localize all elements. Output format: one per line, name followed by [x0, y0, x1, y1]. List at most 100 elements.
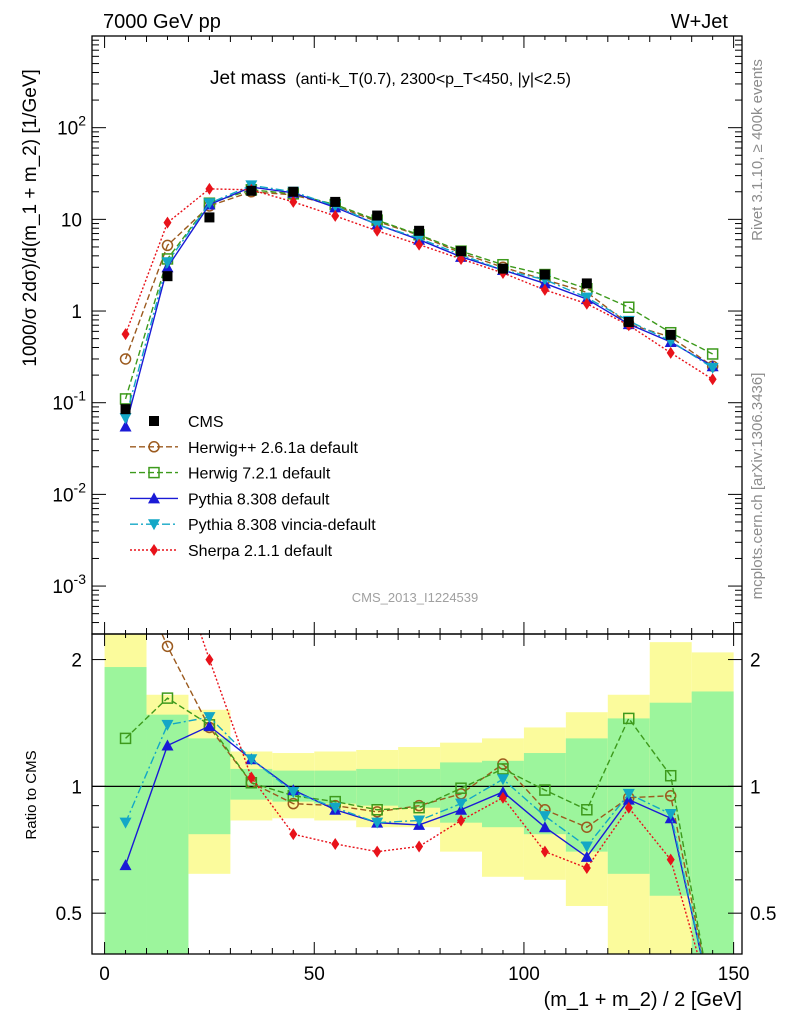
vincia-point [287, 786, 300, 798]
pythia-point [161, 739, 174, 751]
tick-base: 10 [57, 119, 78, 140]
tick-exponent: 2 [78, 113, 86, 129]
ratio-frame [91, 633, 743, 955]
tick-base: 10 [52, 485, 73, 506]
ratio-y-tick-label-right-1: 1 [750, 777, 761, 798]
ratio-y-tick-label-right-0.5: 0.5 [750, 904, 776, 925]
legend-label-1: Herwig++ 2.6.1a default [188, 440, 358, 457]
herwigpp-point [119, 353, 132, 365]
pythia-point [119, 859, 132, 871]
herwigpp-point [161, 640, 174, 653]
vincia-point [161, 719, 174, 731]
sherpa-point [121, 328, 130, 341]
vincia-point [455, 798, 468, 810]
tick-base: 10 [52, 577, 73, 598]
vincia-point [148, 519, 160, 531]
ratio-line-herwig-7-2-1-default [125, 697, 704, 954]
sherpa-point [666, 853, 675, 866]
herwig7-point [161, 692, 174, 704]
main-line-pythia-8-308-default [124, 186, 713, 427]
pythia-point [119, 420, 132, 432]
vincia-point [622, 788, 635, 800]
herwig7-point [664, 769, 677, 782]
herwig7-point [413, 801, 425, 814]
legend-label-3: Pythia 8.308 default [188, 491, 330, 508]
sherpa-point [205, 653, 214, 666]
pythia-point [580, 850, 593, 862]
band-inner-5 [314, 770, 357, 804]
herwig7-point [539, 784, 551, 796]
herwig7-point [497, 763, 509, 775]
pythia-point [148, 492, 160, 504]
analysis-watermark: CMS_2013_I1224539 [352, 590, 479, 605]
pythia-point [496, 785, 509, 797]
vincia-point [203, 712, 216, 724]
sherpa-point [122, 438, 130, 450]
x-axis-label: (m_1 + m_2) / 2 [GeV] [544, 989, 742, 1011]
mcplots-label: mcplots.cern.ch [arXiv:1306.3436] [749, 373, 766, 600]
ratio-y-tick-label-right-2: 2 [750, 651, 761, 672]
sherpa-point [331, 837, 340, 850]
pythia-point [538, 821, 551, 833]
sherpa-point [457, 814, 466, 827]
band-inner-6 [356, 768, 399, 806]
x-tick-label-150: 150 [718, 964, 750, 985]
tick-base: 10 [52, 394, 73, 415]
band-inner-1 [146, 714, 189, 954]
tick-exponent: -2 [74, 479, 87, 495]
sherpa-point [331, 209, 340, 222]
vincia-point [496, 774, 509, 786]
y-tick-label-10^-1: 10-1 [52, 388, 86, 415]
sherpa-point [415, 238, 424, 251]
process-label: W+Jet [671, 11, 729, 33]
herwigpp-point [287, 797, 300, 810]
herwigpp-point [161, 239, 174, 252]
vincia-point [329, 802, 342, 814]
sherpa-point [163, 216, 172, 229]
band-inner-14 [691, 691, 734, 954]
pythia-point [203, 720, 216, 732]
x-tick-label-50: 50 [304, 964, 325, 985]
sherpa-point [163, 531, 171, 543]
herwig7-point [371, 804, 383, 816]
vincia-point [203, 198, 216, 210]
sherpa-point [150, 544, 158, 556]
herwig7-point [455, 782, 467, 794]
y-tick-label-10: 10 [61, 210, 82, 231]
energy-label: 7000 GeV pp [103, 11, 221, 33]
sherpa-point [373, 224, 382, 237]
band-inner-11 [565, 738, 608, 852]
legend-label-2: Herwig 7.2.1 default [188, 466, 331, 483]
sherpa-point [624, 801, 633, 814]
ratio-y-axis-label: Ratio to CMS [23, 750, 40, 839]
y-tick-label-10^-2: 10-2 [52, 479, 86, 506]
tick-exponent: -3 [74, 571, 87, 587]
ratio-line-herwig-2-6-1a-default [161, 634, 703, 954]
vincia-point [413, 815, 426, 827]
ratio-series-group [119, 438, 704, 954]
y-tick-label-10^2: 102 [57, 113, 86, 140]
legend-label-4: Pythia 8.308 vincia-default [188, 517, 376, 534]
vincia-point [538, 811, 551, 823]
herwig7-point [623, 712, 635, 725]
tick-exponent: -1 [74, 388, 87, 404]
rivet-label: Rivet 3.1.10, ≥ 400k events [749, 59, 766, 241]
vincia-point [706, 362, 719, 374]
sherpa-point [289, 195, 298, 208]
ratio-line-sherpa-2-1-1-default [199, 634, 699, 954]
x-tick-label-0: 0 [99, 964, 110, 985]
herwig7-point [581, 804, 593, 816]
sherpa-point [415, 840, 424, 853]
legend: CMS Herwig++ 2.6.1a default Herwig 7.2.1 d… [130, 414, 376, 560]
plot-title-details: (anti-k_T(0.7), 2300<p_T<450, |y|<2.5) [295, 71, 571, 88]
herwigpp-point [664, 790, 677, 802]
sherpa-point [498, 791, 507, 804]
sherpa-point [582, 862, 591, 875]
vincia-point [119, 817, 132, 829]
herwigpp-point [121, 547, 131, 557]
vincia-point [245, 754, 258, 766]
ratio-y-tick-label-0.5: 0.5 [56, 904, 82, 925]
vincia-point [664, 808, 677, 820]
